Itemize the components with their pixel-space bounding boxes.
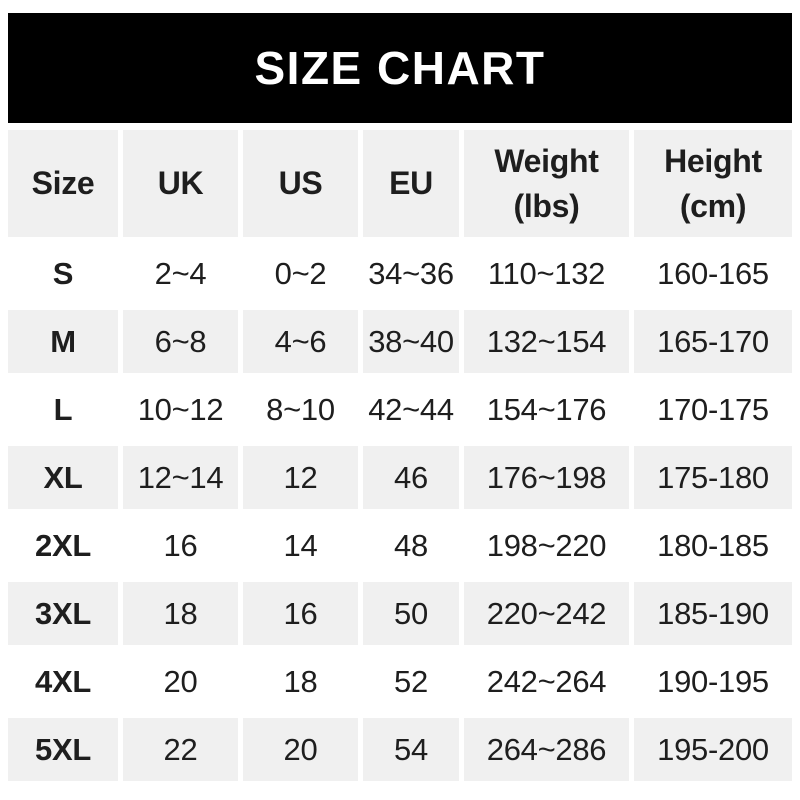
table-cell-2xl-us: 14 bbox=[243, 514, 358, 577]
table-cell-3xl-us: 16 bbox=[243, 582, 358, 645]
table-cell-s-uk: 2~4 bbox=[123, 242, 238, 305]
column-header-size: Size bbox=[8, 130, 118, 237]
table-cell-5xl-uk: 22 bbox=[123, 718, 238, 781]
table-cell-m-uk: 6~8 bbox=[123, 310, 238, 373]
row-label-s: S bbox=[8, 242, 118, 305]
table-cell-4xl-eu: 52 bbox=[363, 650, 459, 713]
table-cell-l-us: 8~10 bbox=[243, 378, 358, 441]
row-label-m: M bbox=[8, 310, 118, 373]
table-cell-3xl-weight-lbs: 220~242 bbox=[464, 582, 629, 645]
table-cell-2xl-weight-lbs: 198~220 bbox=[464, 514, 629, 577]
row-label-xl: XL bbox=[8, 446, 118, 509]
table-cell-s-us: 0~2 bbox=[243, 242, 358, 305]
row-label-5xl: 5XL bbox=[8, 718, 118, 781]
table-cell-2xl-height-cm: 180-185 bbox=[634, 514, 792, 577]
table-cell-s-height-cm: 160-165 bbox=[634, 242, 792, 305]
size-chart-table: Size UK US EU Weight (lbs) Height (cm) S 2~4 0~2 34… bbox=[8, 130, 792, 781]
column-header-line: Height bbox=[664, 143, 762, 180]
row-label-4xl: 4XL bbox=[8, 650, 118, 713]
column-header-us: US bbox=[243, 130, 358, 237]
table-cell-3xl-eu: 50 bbox=[363, 582, 459, 645]
table-cell-m-eu: 38~40 bbox=[363, 310, 459, 373]
column-header-eu: EU bbox=[363, 130, 459, 237]
table-cell-l-height-cm: 170-175 bbox=[634, 378, 792, 441]
table-cell-5xl-weight-lbs: 264~286 bbox=[464, 718, 629, 781]
table-cell-l-uk: 10~12 bbox=[123, 378, 238, 441]
page-title: SIZE CHART bbox=[254, 42, 546, 94]
table-cell-m-height-cm: 165-170 bbox=[634, 310, 792, 373]
table-cell-2xl-uk: 16 bbox=[123, 514, 238, 577]
column-header-uk: UK bbox=[123, 130, 238, 237]
table-cell-4xl-height-cm: 190-195 bbox=[634, 650, 792, 713]
row-label-2xl: 2XL bbox=[8, 514, 118, 577]
table-cell-xl-uk: 12~14 bbox=[123, 446, 238, 509]
table-cell-5xl-height-cm: 195-200 bbox=[634, 718, 792, 781]
column-header-line: UK bbox=[157, 165, 204, 202]
table-cell-l-weight-lbs: 154~176 bbox=[464, 378, 629, 441]
table-cell-5xl-us: 20 bbox=[243, 718, 358, 781]
table-cell-3xl-height-cm: 185-190 bbox=[634, 582, 792, 645]
column-header-line: US bbox=[278, 165, 323, 202]
table-cell-m-us: 4~6 bbox=[243, 310, 358, 373]
table-cell-s-eu: 34~36 bbox=[363, 242, 459, 305]
column-header-line: Size bbox=[31, 165, 95, 202]
column-header-weight-lbs: Weight (lbs) bbox=[464, 130, 629, 237]
column-header-line: Weight bbox=[494, 143, 599, 180]
table-cell-xl-height-cm: 175-180 bbox=[634, 446, 792, 509]
table-cell-xl-us: 12 bbox=[243, 446, 358, 509]
column-header-line: (cm) bbox=[679, 187, 747, 224]
table-cell-s-weight-lbs: 110~132 bbox=[464, 242, 629, 305]
row-label-l: L bbox=[8, 378, 118, 441]
table-cell-5xl-eu: 54 bbox=[363, 718, 459, 781]
title-banner: SIZE CHART bbox=[8, 13, 792, 123]
column-header-line: EU bbox=[389, 165, 433, 202]
column-header-line: (lbs) bbox=[513, 187, 580, 224]
row-label-3xl: 3XL bbox=[8, 582, 118, 645]
table-cell-xl-eu: 46 bbox=[363, 446, 459, 509]
table-cell-3xl-uk: 18 bbox=[123, 582, 238, 645]
table-cell-4xl-uk: 20 bbox=[123, 650, 238, 713]
table-cell-m-weight-lbs: 132~154 bbox=[464, 310, 629, 373]
column-header-height-cm: Height (cm) bbox=[634, 130, 792, 237]
table-cell-xl-weight-lbs: 176~198 bbox=[464, 446, 629, 509]
table-cell-l-eu: 42~44 bbox=[363, 378, 459, 441]
table-cell-4xl-weight-lbs: 242~264 bbox=[464, 650, 629, 713]
table-cell-4xl-us: 18 bbox=[243, 650, 358, 713]
table-cell-2xl-eu: 48 bbox=[363, 514, 459, 577]
